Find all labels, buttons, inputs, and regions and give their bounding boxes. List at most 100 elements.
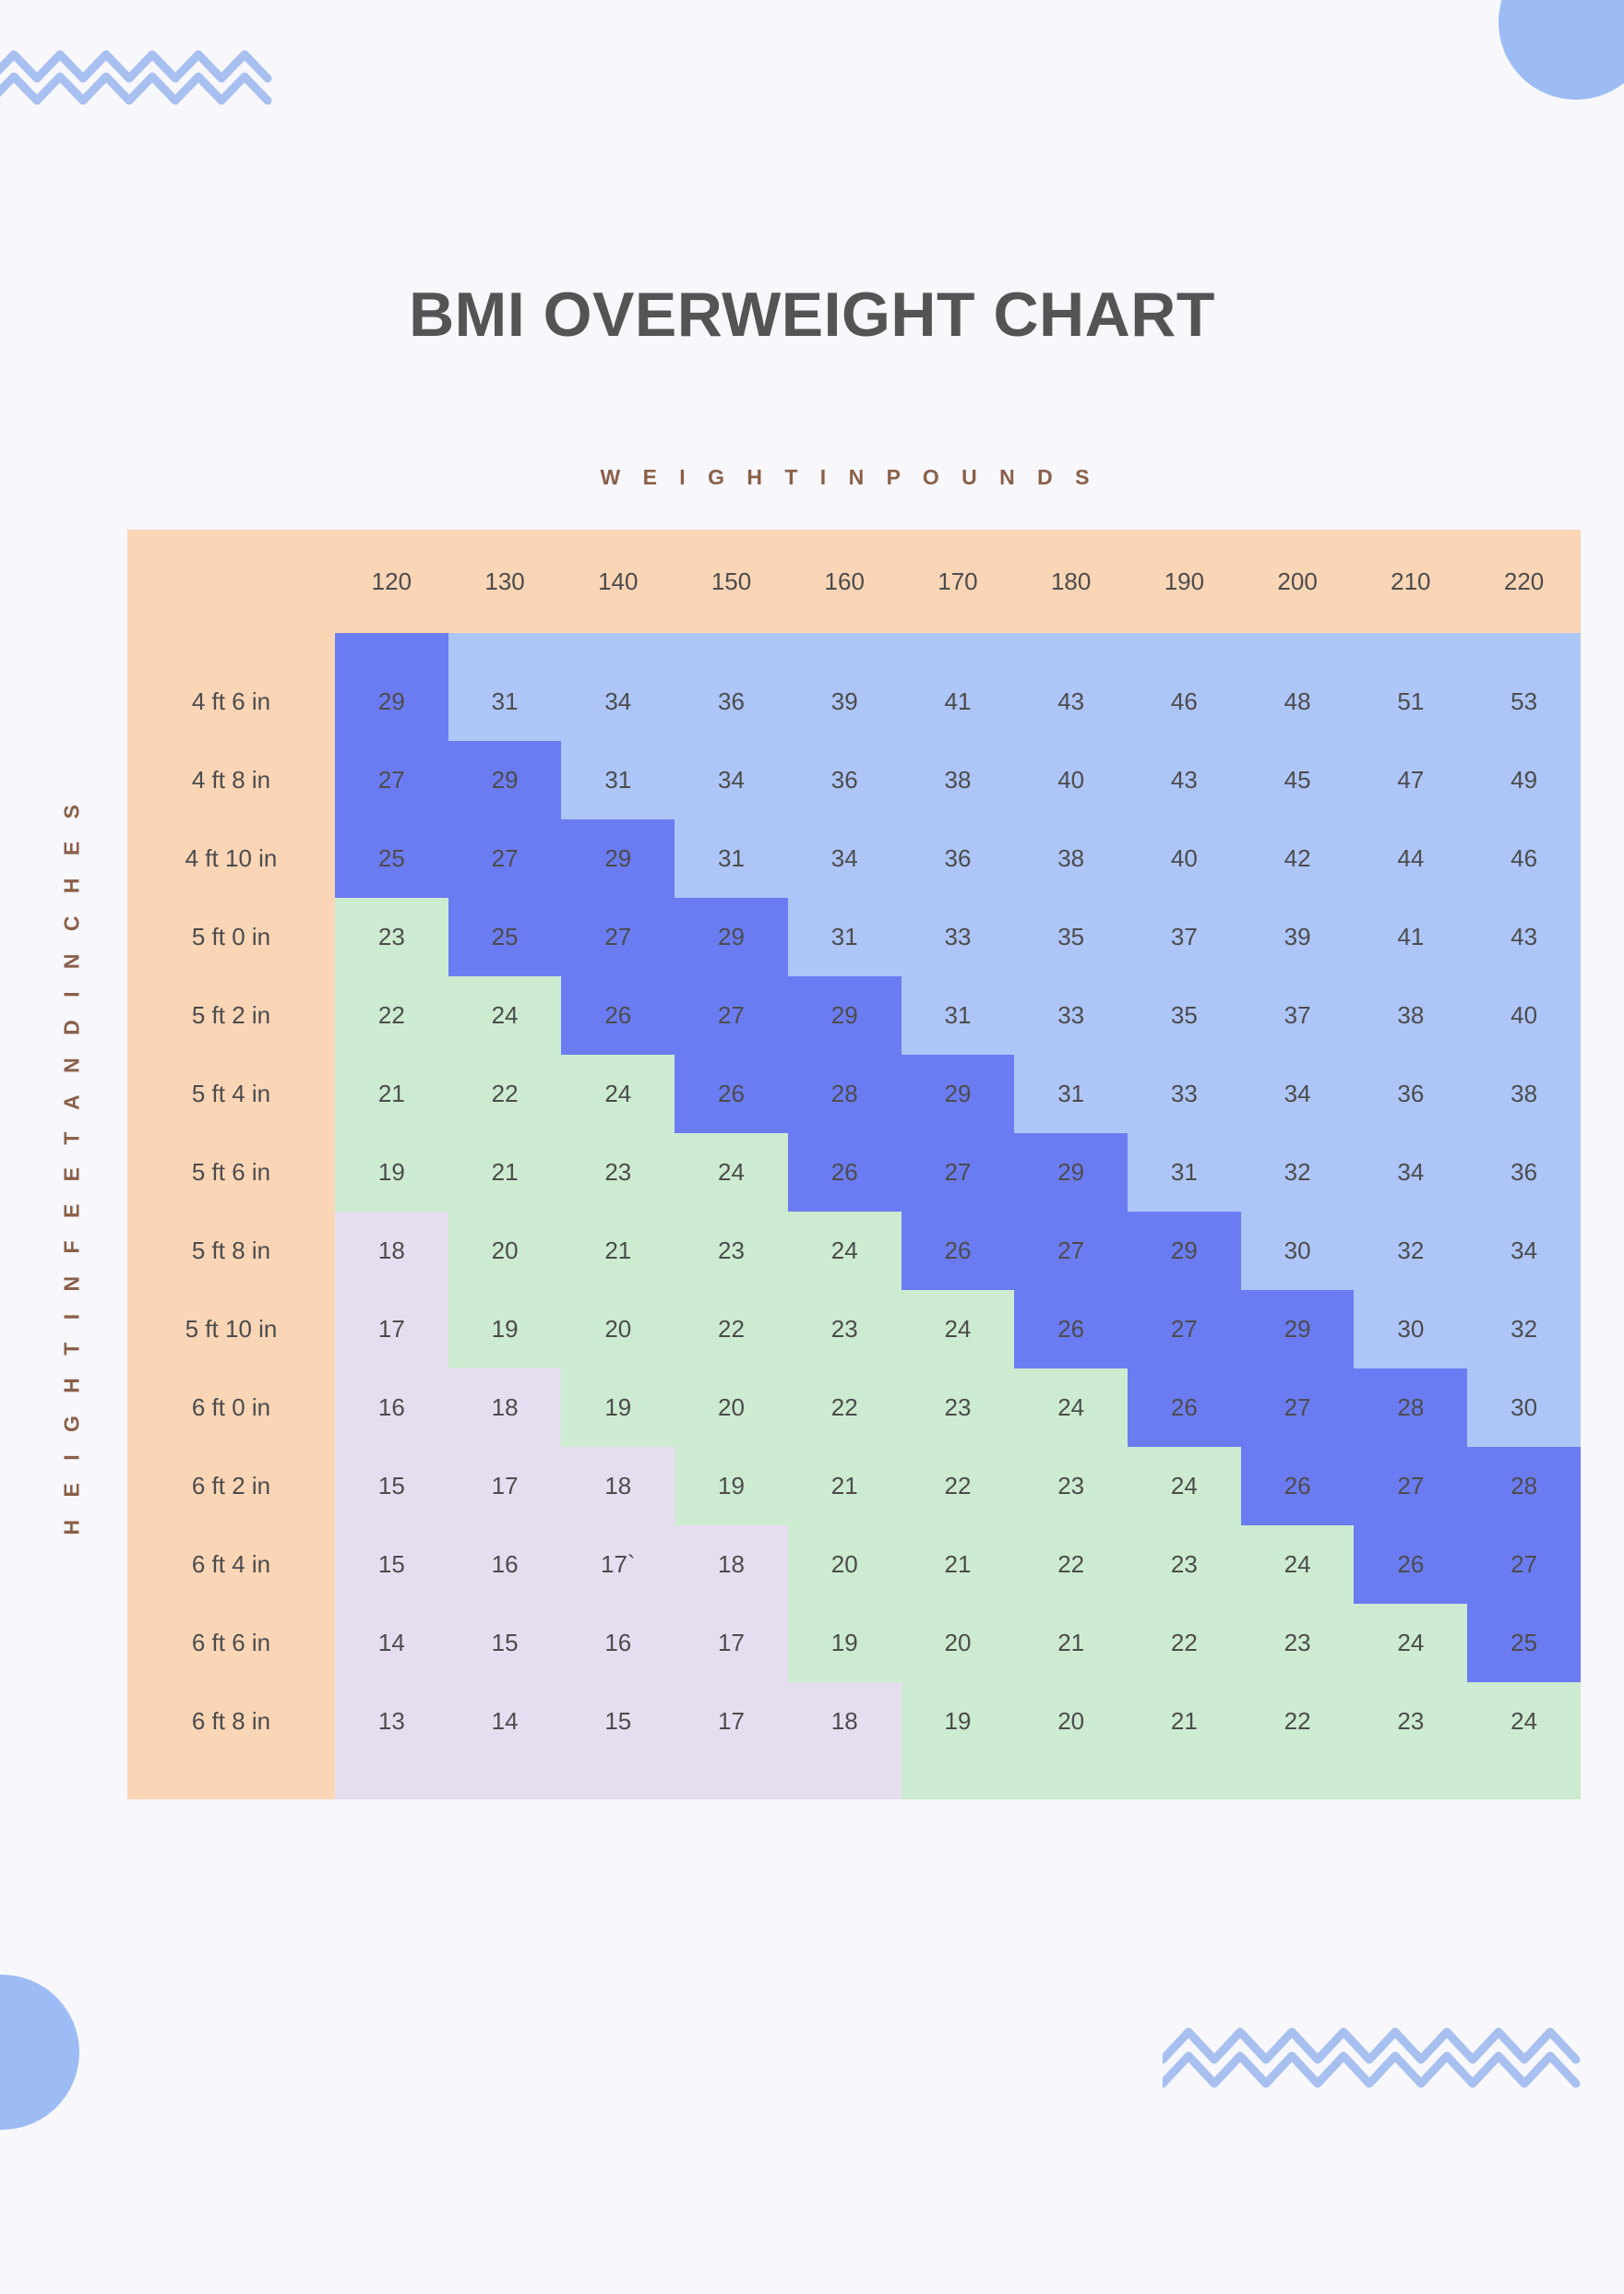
table-row: 4 ft 6 in 29 31 34 36 39 41 43 46 48 51 53	[127, 663, 1581, 741]
bmi-cell: 27	[675, 976, 788, 1055]
column-header-weight: 190	[1128, 530, 1241, 633]
row-header-height: 4 ft 6 in	[127, 663, 335, 741]
bmi-cell: 53	[1467, 663, 1581, 741]
bmi-cell: 22	[448, 1055, 562, 1133]
bmi-cell: 29	[335, 663, 448, 741]
bmi-cell: 24	[1014, 1368, 1128, 1447]
bmi-cell: 13	[335, 1682, 448, 1761]
bmi-cell: 32	[1240, 1133, 1355, 1212]
bmi-cell: 37	[1240, 976, 1355, 1055]
column-header-weight: 170	[901, 530, 1015, 633]
band-cell	[675, 633, 788, 663]
bmi-cell: 49	[1467, 741, 1581, 819]
bmi-cell: 41	[901, 663, 1015, 741]
table-header: 120 130 140 150 160 170 180 190 200 210 220	[127, 530, 1581, 633]
bmi-cell: 26	[675, 1055, 788, 1133]
bmi-cell: 34	[675, 741, 788, 819]
bmi-cell: 38	[1467, 1055, 1581, 1133]
bmi-cell: 30	[1354, 1290, 1468, 1368]
column-header-weight: 220	[1467, 530, 1581, 633]
bmi-cell: 24	[448, 976, 562, 1055]
row-header-height: 6 ft 8 in	[127, 1682, 335, 1761]
bmi-cell: 28	[1354, 1368, 1468, 1447]
row-header-height: 6 ft 2 in	[127, 1447, 335, 1525]
column-header-weight: 160	[787, 530, 902, 633]
bmi-cell: 29	[787, 976, 902, 1055]
bmi-cell: 17	[448, 1447, 562, 1525]
band-cell	[787, 1761, 902, 1799]
bmi-cell: 16	[335, 1368, 448, 1447]
height-axis-title: H E I G H T I N F E E T A N D I N C H E …	[59, 796, 84, 1535]
bmi-cell: 22	[675, 1290, 788, 1368]
band-cell	[1354, 633, 1468, 663]
bmi-cell: 19	[448, 1290, 562, 1368]
bmi-cell: 20	[561, 1290, 675, 1368]
table-corner-cell	[127, 530, 335, 633]
bmi-cell: 18	[675, 1525, 788, 1604]
band-spacer	[127, 1761, 335, 1799]
band-cell	[675, 1761, 788, 1799]
bmi-cell: 23	[561, 1133, 675, 1212]
bmi-cell: 20	[675, 1368, 788, 1447]
bmi-cell: 21	[561, 1212, 675, 1290]
bmi-cell: 21	[1014, 1604, 1128, 1682]
bmi-cell: 26	[787, 1133, 902, 1212]
bmi-cell: 41	[1354, 898, 1468, 976]
bmi-cell: 27	[448, 819, 562, 898]
bmi-cell: 29	[561, 819, 675, 898]
band-cell	[561, 633, 675, 663]
bmi-cell: 23	[787, 1290, 902, 1368]
bmi-cell: 24	[787, 1212, 902, 1290]
table-row: 5 ft 8 in 18 20 21 23 24 26 27 29 30 32 34	[127, 1212, 1581, 1290]
row-header-height: 6 ft 6 in	[127, 1604, 335, 1682]
column-header-weight: 120	[335, 530, 448, 633]
bmi-cell: 34	[561, 663, 675, 741]
bmi-cell: 23	[901, 1368, 1015, 1447]
bmi-cell: 21	[335, 1055, 448, 1133]
bmi-cell: 34	[1467, 1212, 1581, 1290]
bmi-cell: 25	[1467, 1604, 1581, 1682]
band-cell	[561, 1761, 675, 1799]
bmi-cell: 19	[561, 1368, 675, 1447]
zigzag-icon	[0, 50, 272, 105]
bmi-cell: 17	[675, 1604, 788, 1682]
bmi-cell: 29	[901, 1055, 1015, 1133]
bmi-cell: 23	[1128, 1525, 1241, 1604]
bmi-cell: 19	[901, 1682, 1015, 1761]
bmi-cell: 38	[901, 741, 1015, 819]
band-cell	[448, 633, 562, 663]
bmi-cell: 18	[787, 1682, 902, 1761]
column-header-weight: 130	[448, 530, 562, 633]
zigzag-icon	[1163, 2027, 1581, 2088]
bmi-cell: 24	[675, 1133, 788, 1212]
bmi-cell: 26	[901, 1212, 1015, 1290]
row-header-height: 5 ft 8 in	[127, 1212, 335, 1290]
bmi-cell: 27	[1240, 1368, 1355, 1447]
bmi-cell: 21	[787, 1447, 902, 1525]
bmi-cell: 33	[901, 898, 1015, 976]
bmi-cell: 17	[335, 1290, 448, 1368]
band-spacer	[127, 633, 335, 663]
table-row: 4 ft 10 in 25 27 29 31 34 36 38 40 42 44 46	[127, 819, 1581, 898]
table-header-row: 120 130 140 150 160 170 180 190 200 210 220	[127, 530, 1581, 633]
band-cell	[1467, 1761, 1581, 1799]
bmi-cell: 16	[448, 1525, 562, 1604]
bmi-cell: 23	[1354, 1682, 1468, 1761]
band-cell	[1240, 633, 1355, 663]
bmi-cell: 38	[1014, 819, 1128, 898]
table-row: 5 ft 4 in 21 22 24 26 28 29 31 33 34 36 38	[127, 1055, 1581, 1133]
bmi-cell: 21	[448, 1133, 562, 1212]
bmi-cell: 31	[1014, 1055, 1128, 1133]
bmi-cell: 34	[1354, 1133, 1468, 1212]
row-header-height: 5 ft 2 in	[127, 976, 335, 1055]
bmi-cell: 36	[787, 741, 902, 819]
bmi-cell: 29	[1240, 1290, 1355, 1368]
bmi-cell: 18	[561, 1447, 675, 1525]
table-row: 5 ft 2 in 22 24 26 27 29 31 33 35 37 38 40	[127, 976, 1581, 1055]
bmi-cell: 14	[335, 1604, 448, 1682]
bmi-cell: 28	[1467, 1447, 1581, 1525]
bmi-cell: 39	[787, 663, 902, 741]
bmi-cell: 47	[1354, 741, 1468, 819]
row-header-height: 6 ft 4 in	[127, 1525, 335, 1604]
bmi-cell: 42	[1240, 819, 1355, 898]
